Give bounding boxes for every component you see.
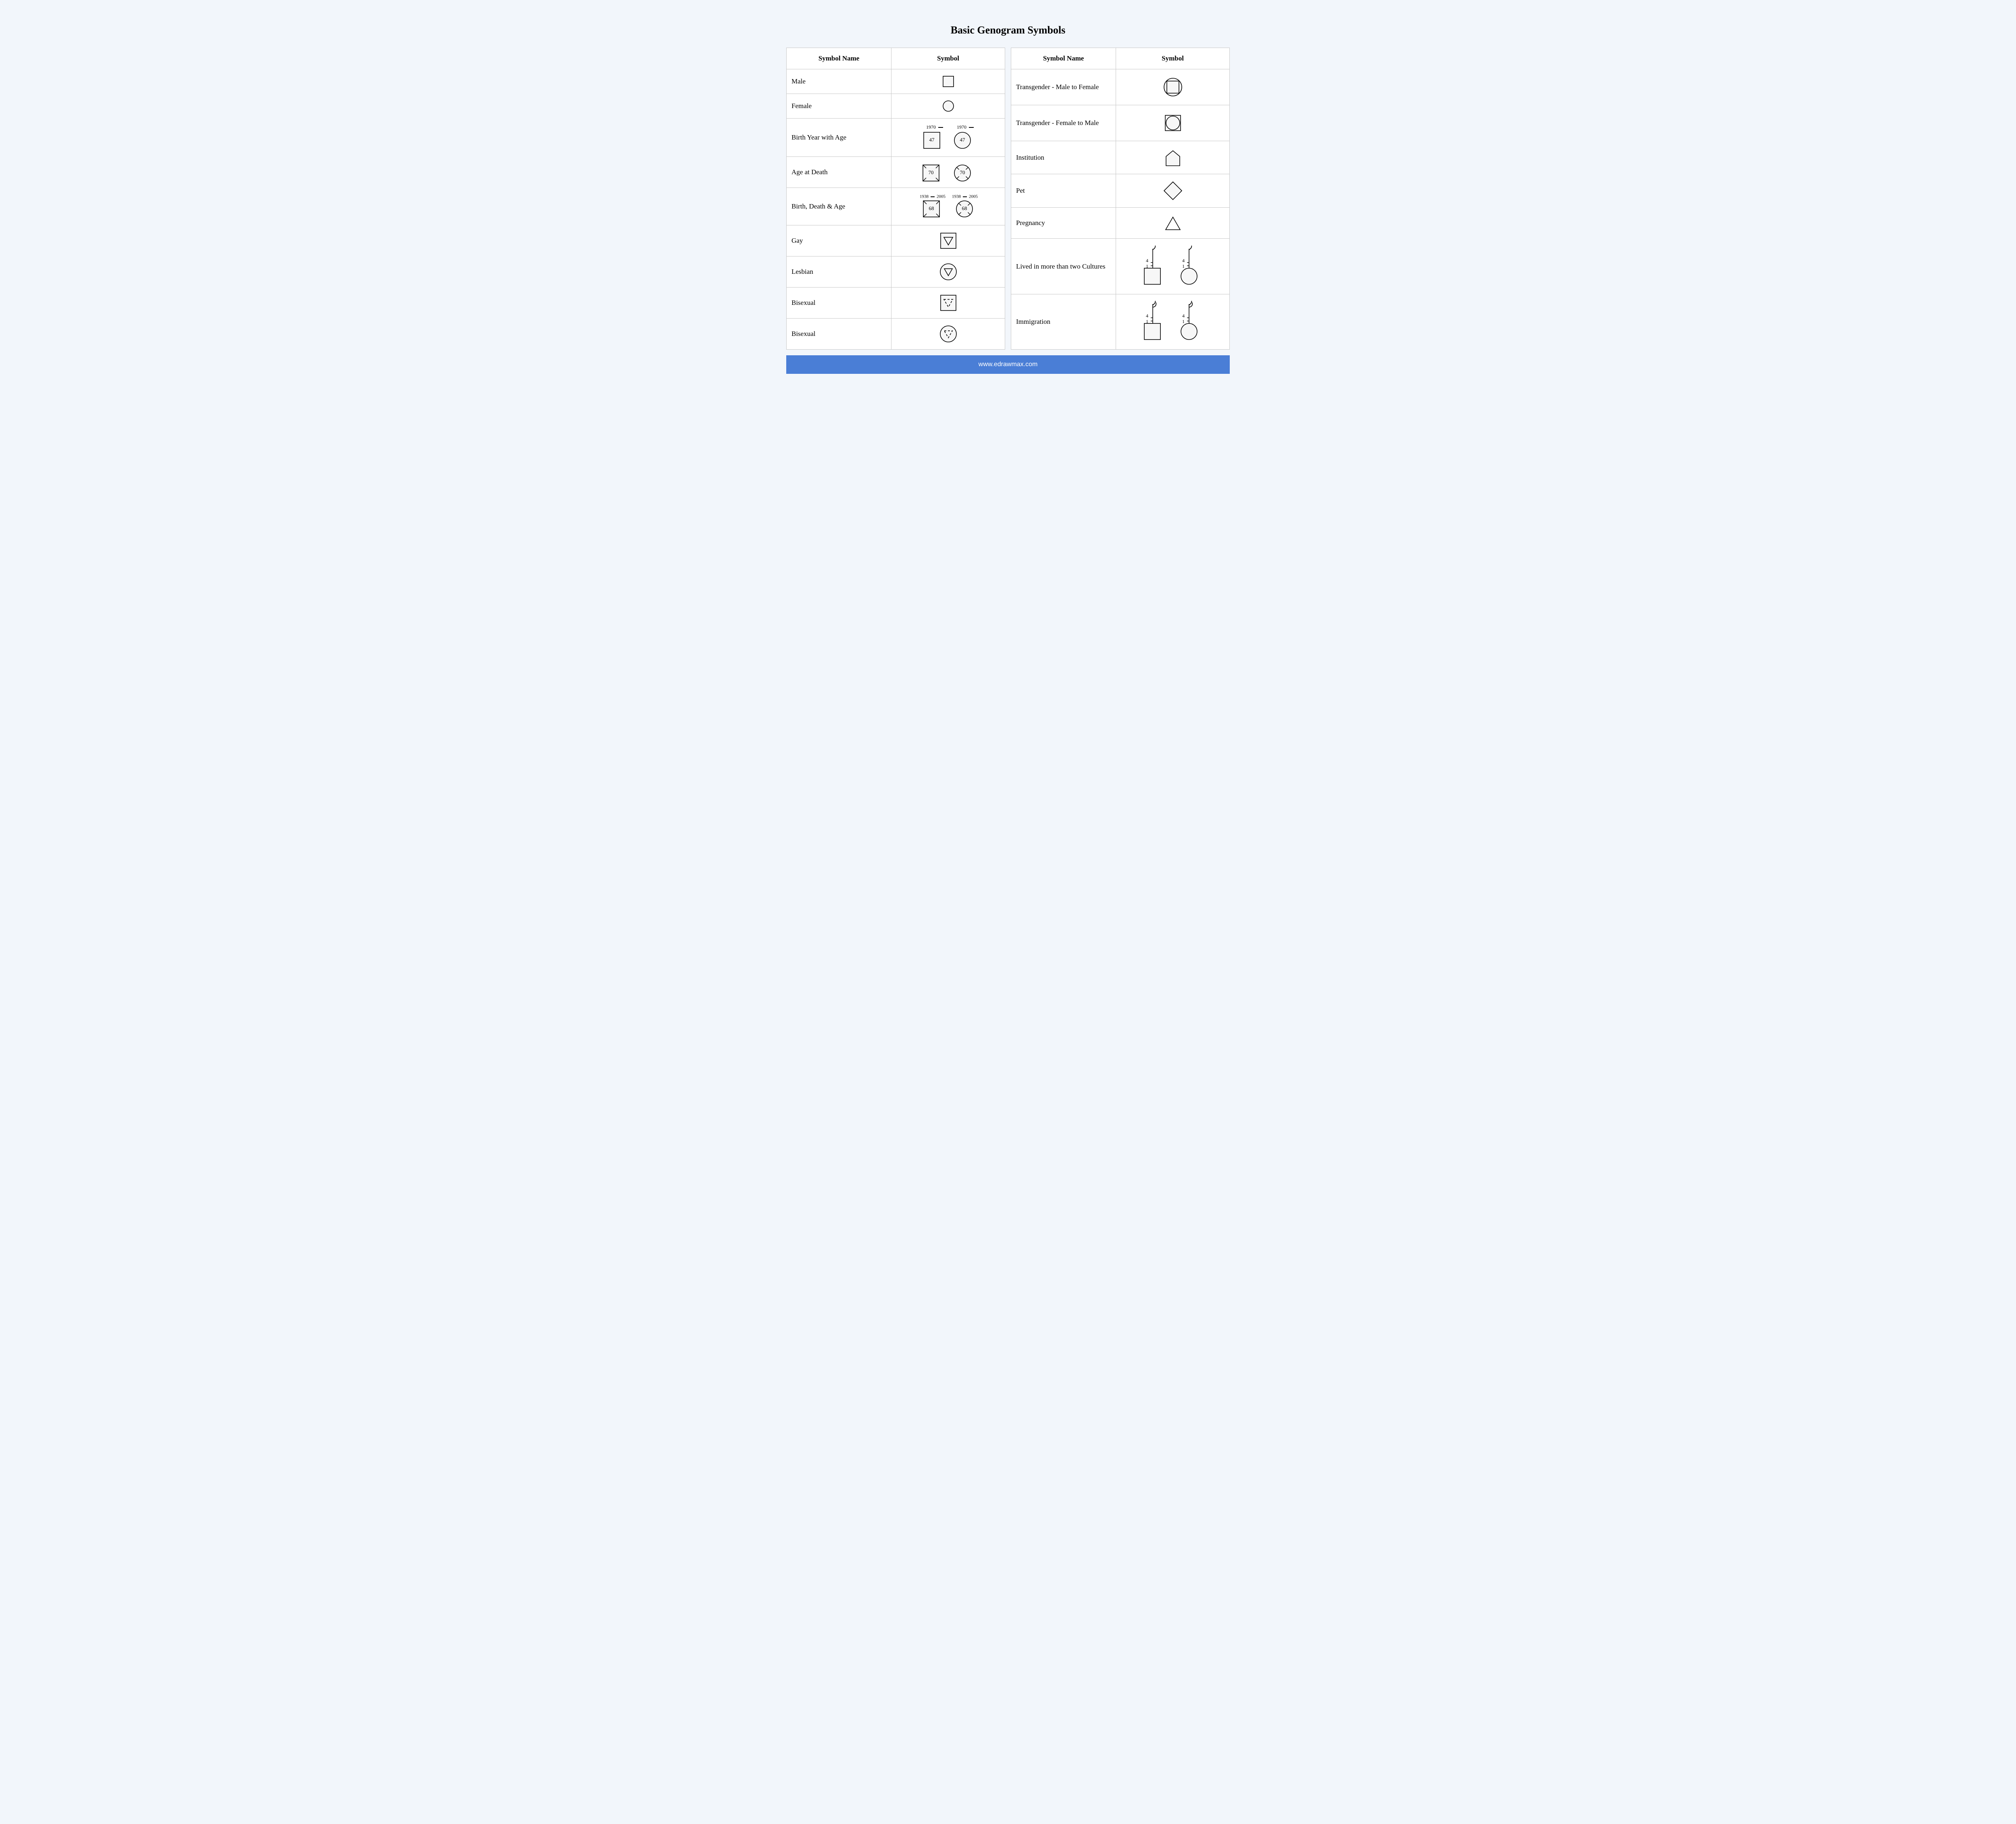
symbol-cell: 4141 <box>1116 239 1230 294</box>
table-row: Pet <box>1011 174 1230 207</box>
symbol-name-cell: Transgender - Female to Male <box>1011 105 1116 141</box>
right-header-symbol: Symbol <box>1116 48 1230 69</box>
table-row: Institution <box>1011 141 1230 174</box>
svg-text:70: 70 <box>928 169 933 175</box>
svg-text:68: 68 <box>929 205 934 211</box>
symbol-cell <box>891 256 1005 288</box>
symbol-cell <box>891 288 1005 319</box>
table-row: Gay <box>787 225 1005 256</box>
table-row: Lived in more than two Cultures4141 <box>1011 239 1230 294</box>
left-table: Symbol Name Symbol MaleFemaleBirth Year … <box>786 48 1005 350</box>
table-row: Birth, Death & Age 1938 2005 1938 2005 68 68 <box>787 188 1005 225</box>
footer-bar: www.edrawmax.com <box>786 355 1230 374</box>
table-row: Age at Death 70 70 <box>787 157 1005 188</box>
svg-text:4: 4 <box>1146 257 1148 263</box>
symbol-cell: 4141 <box>1116 294 1230 349</box>
table-row: Lesbian <box>787 256 1005 288</box>
symbol-cell: 1970 1970 47 47 <box>891 119 1005 157</box>
right-header-name: Symbol Name <box>1011 48 1116 69</box>
symbol-name-cell: Male <box>787 69 891 94</box>
symbol-name-cell: Lived in more than two Cultures <box>1011 239 1116 294</box>
svg-text:68: 68 <box>962 205 967 211</box>
symbol-name-cell: Female <box>787 94 891 119</box>
svg-text:70: 70 <box>960 169 965 175</box>
svg-text:4: 4 <box>1146 313 1148 319</box>
svg-text:1: 1 <box>1182 319 1185 324</box>
symbol-name-cell: Gay <box>787 225 891 256</box>
table-row: Pregnancy <box>1011 207 1230 239</box>
symbol-cell: 70 70 <box>891 157 1005 188</box>
table-row: Transgender - Male to Female <box>1011 69 1230 105</box>
page-title: Basic Genogram Symbols <box>786 24 1230 36</box>
tables-wrapper: Symbol Name Symbol MaleFemaleBirth Year … <box>786 48 1230 350</box>
svg-text:1938: 1938 <box>952 194 961 199</box>
symbol-cell <box>891 94 1005 119</box>
svg-text:4: 4 <box>1182 313 1185 319</box>
symbol-cell <box>891 69 1005 94</box>
table-row: Bisexual <box>787 319 1005 350</box>
symbol-cell <box>1116 141 1230 174</box>
symbol-cell <box>1116 69 1230 105</box>
symbol-name-cell: Transgender - Male to Female <box>1011 69 1116 105</box>
table-row: Bisexual <box>787 288 1005 319</box>
table-row: Birth Year with Age 1970 1970 47 47 <box>787 119 1005 157</box>
symbol-cell <box>891 225 1005 256</box>
symbol-name-cell: Bisexual <box>787 288 891 319</box>
symbol-name-cell: Bisexual <box>787 319 891 350</box>
svg-text:1970: 1970 <box>957 124 966 130</box>
symbol-cell <box>1116 207 1230 239</box>
left-tbody: MaleFemaleBirth Year with Age 1970 1970 47 4… <box>787 69 1005 350</box>
symbol-name-cell: Pet <box>1011 174 1116 207</box>
table-row: Transgender - Female to Male <box>1011 105 1230 141</box>
left-header-name: Symbol Name <box>787 48 891 69</box>
symbol-cell <box>1116 105 1230 141</box>
symbol-name-cell: Birth, Death & Age <box>787 188 891 225</box>
svg-text:1970: 1970 <box>926 124 936 130</box>
symbol-name-cell: Lesbian <box>787 256 891 288</box>
symbol-cell: 1938 2005 1938 2005 68 68 <box>891 188 1005 225</box>
symbol-name-cell: Institution <box>1011 141 1116 174</box>
svg-text:1: 1 <box>1182 263 1185 269</box>
right-table: Symbol Name Symbol Transgender - Male to… <box>1011 48 1230 350</box>
svg-text:1938: 1938 <box>920 194 929 199</box>
table-row: Immigration4141 <box>1011 294 1230 349</box>
symbol-name-cell: Immigration <box>1011 294 1116 349</box>
symbol-cell <box>891 319 1005 350</box>
right-tbody: Transgender - Male to FemaleTransgender … <box>1011 69 1230 350</box>
svg-text:4: 4 <box>1182 257 1185 263</box>
svg-text:2005: 2005 <box>937 194 946 199</box>
table-row: Male <box>787 69 1005 94</box>
symbol-cell <box>1116 174 1230 207</box>
symbol-name-cell: Age at Death <box>787 157 891 188</box>
svg-text:47: 47 <box>960 137 965 143</box>
left-header-symbol: Symbol <box>891 48 1005 69</box>
table-row: Female <box>787 94 1005 119</box>
svg-text:47: 47 <box>929 137 935 143</box>
page-container: Basic Genogram Symbols Symbol Name Symbo… <box>786 24 1230 374</box>
symbol-name-cell: Birth Year with Age <box>787 119 891 157</box>
svg-text:2005: 2005 <box>969 194 978 199</box>
symbol-name-cell: Pregnancy <box>1011 207 1116 239</box>
